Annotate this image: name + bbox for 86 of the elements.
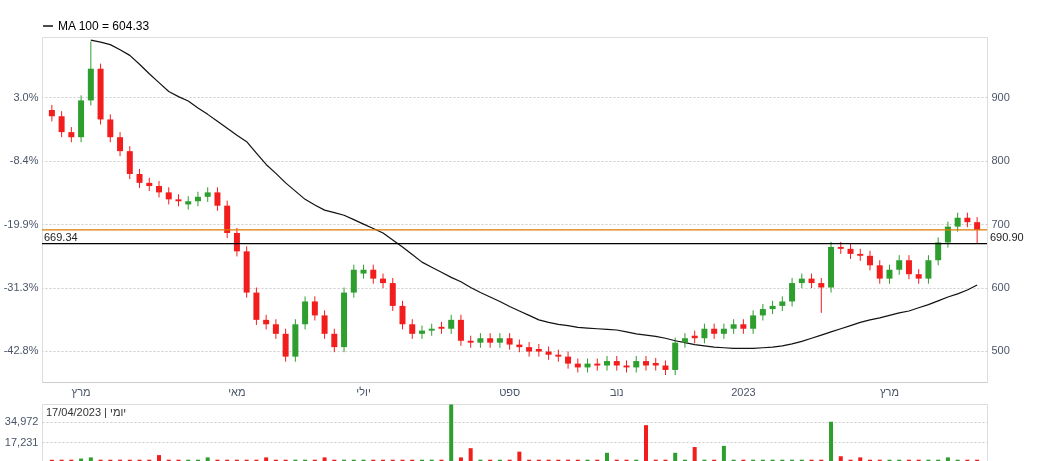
candlestick: [117, 131, 124, 157]
bar: [458, 457, 463, 461]
y-tick-label: 17,231: [4, 435, 39, 448]
candlestick: [681, 332, 688, 349]
candlestick: [350, 264, 357, 299]
bar: [945, 457, 950, 461]
bar: [322, 457, 327, 461]
y-tick-label: 900: [991, 90, 1010, 103]
bar: [605, 452, 610, 461]
candlestick: [418, 325, 425, 340]
x-tick-label: 2023: [731, 386, 756, 398]
legend-label: MA 100 = 604.33: [58, 19, 150, 33]
candlestick: [331, 328, 338, 353]
y-tick-label: 500: [991, 344, 1010, 357]
bar: [829, 421, 834, 461]
bar: [449, 404, 454, 461]
candlestick: [886, 264, 893, 285]
candlestick: [457, 314, 464, 347]
bar: [673, 452, 678, 461]
candlestick: [282, 328, 289, 363]
candlestick: [750, 309, 757, 335]
x-tick-label: מאי: [228, 386, 246, 398]
annotation: יומי | 17/04/2023: [46, 406, 127, 418]
ref-line-label: 669.34: [44, 230, 78, 243]
bar: [157, 455, 162, 461]
y-tick-label: 600: [991, 281, 1010, 294]
candlestick: [321, 309, 328, 340]
bar: [692, 447, 697, 461]
candlestick: [789, 277, 796, 308]
candlestick: [448, 314, 455, 335]
candlestick: [759, 303, 766, 321]
bar: [468, 448, 473, 461]
bar: [88, 457, 93, 461]
candlestick: [720, 323, 727, 340]
candlestick: [925, 254, 932, 285]
candlestick: [311, 295, 318, 321]
y-tick-label: 700: [991, 217, 1010, 230]
y2-tick-label: -8.4%: [9, 153, 39, 166]
candlestick: [107, 113, 114, 143]
candlestick: [896, 254, 903, 276]
bar: [205, 457, 210, 461]
bar: [643, 425, 648, 461]
candlestick: [974, 216, 981, 245]
candlestick: [126, 145, 133, 180]
bar: [721, 445, 726, 461]
candlestick: [866, 250, 873, 271]
candlestick: [818, 277, 825, 314]
bar: [517, 451, 522, 461]
candlestick: [399, 300, 406, 330]
candlestick: [642, 355, 649, 372]
x-tick-label: ספט: [499, 386, 521, 398]
candlestick: [302, 295, 309, 330]
candlestick: [496, 332, 503, 349]
bar: [858, 457, 863, 461]
y2-tick-label: 3.0%: [13, 90, 39, 103]
candlestick: [526, 341, 533, 358]
bar: [264, 457, 269, 461]
line-series: [90, 39, 978, 349]
y-tick-label: 800: [991, 154, 1010, 167]
candlestick: [905, 254, 912, 280]
candlestick: [604, 355, 611, 372]
x-tick-label: נוב: [609, 386, 624, 398]
candlestick: [389, 277, 396, 312]
candlestick: [935, 236, 942, 266]
candlestick: [370, 264, 377, 285]
candlestick: [409, 318, 416, 340]
candlestick: [136, 168, 143, 189]
candlestick: [565, 351, 572, 370]
x-tick-label: מרץ: [71, 386, 91, 398]
candlestick: [233, 227, 240, 257]
candlestick: [48, 104, 55, 122]
y2-tick-label: -19.9%: [3, 217, 39, 230]
y2-tick-label: -42.8%: [3, 344, 39, 357]
candlestick: [156, 180, 163, 198]
y2-tick-label: -31.3%: [3, 280, 39, 293]
candlestick: [954, 212, 961, 233]
candlestick: [876, 259, 883, 285]
candlestick: [272, 318, 279, 340]
bar: [838, 456, 843, 461]
x-tick-label: יולי: [356, 386, 371, 398]
candlestick: [701, 323, 708, 344]
y-tick-label: 34,972: [4, 415, 39, 428]
ref-line-label: 690.90: [990, 230, 1024, 243]
candlestick: [58, 110, 65, 138]
x-tick-label: מרץ: [879, 386, 899, 398]
candlestick: [214, 186, 221, 212]
